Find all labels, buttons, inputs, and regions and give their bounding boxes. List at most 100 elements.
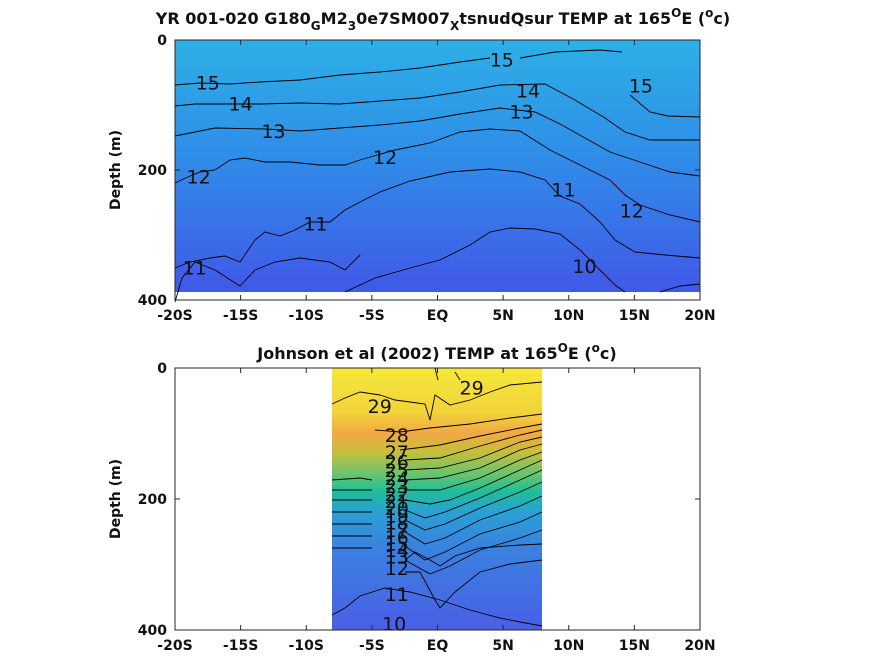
chart2-contour-26 <box>404 429 543 461</box>
chart2-contour-label: 11 <box>385 584 409 606</box>
chart1-contour-label: 11 <box>183 258 207 280</box>
chart2-contour-29 <box>331 381 543 421</box>
chart1-contour-15-right <box>519 49 701 118</box>
chart2-contour-label: 28 <box>385 425 409 447</box>
chart2-contour-label: 18 <box>385 513 409 535</box>
chart1-contour-10b <box>659 283 701 293</box>
chart2-y-axis-label: Depth (m) <box>108 459 124 539</box>
chart2-contour-label: 27 <box>385 442 409 464</box>
chart2-contour-21 <box>404 469 543 519</box>
chart2-contour-left-stack <box>331 477 373 549</box>
chart2-contour-label: 22 <box>385 484 409 506</box>
chart2-contour-label: 29 <box>368 396 392 418</box>
chart1-contour-label: 11 <box>551 180 575 202</box>
chart1-contour-15-left <box>174 57 491 86</box>
chart1-contour-label: 13 <box>261 121 285 143</box>
chart2-contour-label: 24 <box>385 468 409 490</box>
chart1-contour-12 <box>174 128 701 223</box>
chart1-title: YR 001-020 G180GM230e7SM007XtsnudQsur TE… <box>155 6 730 33</box>
chart2-title: Johnson et al (2002) TEMP at 165OE (oc) <box>256 341 616 363</box>
chart2-contour-12 <box>404 543 543 567</box>
chart2-x-tick-label: -5S <box>359 638 385 654</box>
chart2-contour-23 <box>405 451 543 491</box>
chart2-contour-label: 21 <box>385 491 409 513</box>
chart2-x-ticks: -20S -15S -10S -5S EQ 5N 10N 15N 20N <box>157 368 716 654</box>
chart1-x-tick-label: -20S <box>157 308 192 324</box>
chart2-contour-label: 13 <box>385 547 409 569</box>
chart1-contour-label: 15 <box>629 76 653 98</box>
chart1-contour-label: 12 <box>620 200 644 222</box>
chart2-contour-label: 15 <box>385 534 409 556</box>
chart2-contour-29b <box>434 367 461 381</box>
chart1-x-tick-label: 15N <box>619 308 650 324</box>
chart2-x-tick-label: -10S <box>289 638 324 654</box>
chart2-x-tick-label: -20S <box>157 638 192 654</box>
chart1-contour-label: 15 <box>490 50 514 72</box>
chart2-x-tick-label: 10N <box>553 638 584 654</box>
chart1-x-tick-label: 20N <box>684 308 715 324</box>
chart2-y-tick-label: 0 <box>157 361 167 377</box>
chart2-contour-label: 12 <box>385 558 409 580</box>
chart2-x-tick-label: -15S <box>223 638 258 654</box>
chart1-y-axis-label: Depth (m) <box>108 130 124 210</box>
chart2-contour-label: 25 <box>385 460 409 482</box>
chart1-contour-label: 14 <box>516 81 540 103</box>
chart1-y-ticks: 0 200 400 <box>138 33 700 309</box>
chart2-contours <box>331 367 543 627</box>
chart2-contour-label: 26 <box>385 452 409 474</box>
chart1-x-tick-label: 10N <box>553 308 584 324</box>
chart2-contour-label: 17 <box>385 520 409 542</box>
chart2-contour-27 <box>399 423 543 451</box>
chart2-y-tick-label: 400 <box>138 623 167 639</box>
chart1-x-tick-label: -10S <box>289 308 324 324</box>
chart2-contour-20 <box>404 481 543 531</box>
chart2-contour-label: 10 <box>382 613 406 635</box>
chart1-contour-label: 12 <box>373 147 397 169</box>
chart2-x-tick-label: 5N <box>492 638 513 654</box>
chart2-contour-label: 23 <box>385 476 409 498</box>
chart1-contour-10 <box>344 227 626 293</box>
chart1-x-ticks: -20S -15S -10S -5S EQ 5N 10N 15N 20N <box>157 40 716 324</box>
chart2-contour-label: 19 <box>385 505 409 527</box>
chart1-contour-label: 15 <box>196 72 220 94</box>
chart1-contour-label: 10 <box>572 256 596 278</box>
chart1-contour-label: 13 <box>509 102 533 124</box>
chart2-contour-label: 16 <box>385 527 409 549</box>
chart1-y-tick-label: 0 <box>157 33 167 49</box>
chart2-heatmap-fill <box>332 368 542 630</box>
chart2-contour-22 <box>404 459 543 505</box>
chart2-x-tick-label: EQ <box>427 638 449 654</box>
chart1-y-tick-label: 400 <box>138 293 167 309</box>
chart1-contour-13 <box>174 107 701 177</box>
chart2-contour-label: 20 <box>385 498 409 520</box>
chart2-y-tick-label: 200 <box>138 492 167 508</box>
chart1-x-tick-label: -5S <box>359 308 385 324</box>
chart2-contour-24 <box>404 443 543 481</box>
chart2-x-tick-label: 15N <box>619 638 650 654</box>
chart1-contour-label: 12 <box>187 167 211 189</box>
chart2-contour-14 <box>404 529 543 575</box>
chart1-x-tick-label: EQ <box>427 308 449 324</box>
chart1-heatmap-fill <box>175 40 700 292</box>
chart2-y-ticks: 0 200 400 <box>138 361 700 639</box>
chart1-contour-11 <box>174 168 701 269</box>
chart1-x-tick-label: 5N <box>492 308 513 324</box>
chart2-contour-16 <box>404 511 543 561</box>
chart2-contour-28 <box>374 413 543 433</box>
chart2-contour-25 <box>404 436 543 471</box>
chart2-x-tick-label: 20N <box>684 638 715 654</box>
chart2-contour-label: 14 <box>385 540 409 562</box>
chart1-x-tick-label: -15S <box>223 308 258 324</box>
chart2-contour-label: 29 <box>460 378 484 400</box>
chart2-contour-11 <box>405 559 543 609</box>
chart2-contour-10 <box>331 587 543 627</box>
chart1-contour-11-deep <box>174 254 361 303</box>
chart1-contour-14 <box>174 83 700 141</box>
chart1-contours <box>174 49 701 303</box>
chart2-contour-18 <box>404 495 543 545</box>
chart1-y-tick-label: 200 <box>138 163 167 179</box>
chart1-contour-label: 11 <box>303 213 327 235</box>
chart1-contour-label: 14 <box>229 94 253 116</box>
